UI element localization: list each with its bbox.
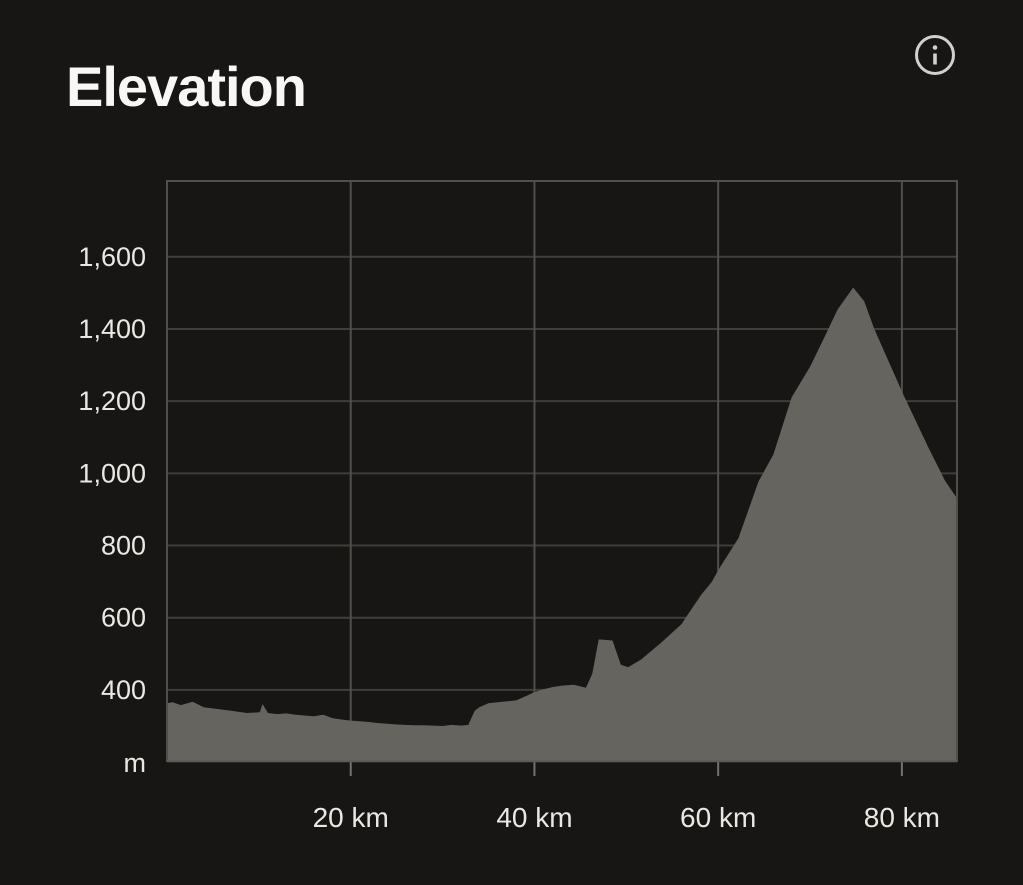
- x-axis-tick-label: 40 km: [496, 802, 572, 833]
- y-axis-tick-label: 1,600: [78, 242, 146, 272]
- y-axis-tick-label: 400: [101, 675, 146, 705]
- page-title: Elevation: [66, 54, 307, 118]
- y-axis-tick-label: 600: [101, 603, 146, 633]
- x-axis-tick-label: 20 km: [313, 802, 389, 833]
- y-axis-tick-label: 1,400: [78, 314, 146, 344]
- info-icon: [915, 35, 955, 75]
- y-axis-tick-label: 800: [101, 531, 146, 561]
- y-axis-unit-label: m: [124, 748, 147, 778]
- y-axis-tick-label: 1,000: [78, 458, 146, 488]
- elevation-area: [167, 287, 957, 761]
- info-button[interactable]: [911, 31, 959, 79]
- x-axis-tick-label: 80 km: [864, 802, 940, 833]
- y-axis-tick-label: 1,200: [78, 386, 146, 416]
- x-axis-tick-label: 60 km: [680, 802, 756, 833]
